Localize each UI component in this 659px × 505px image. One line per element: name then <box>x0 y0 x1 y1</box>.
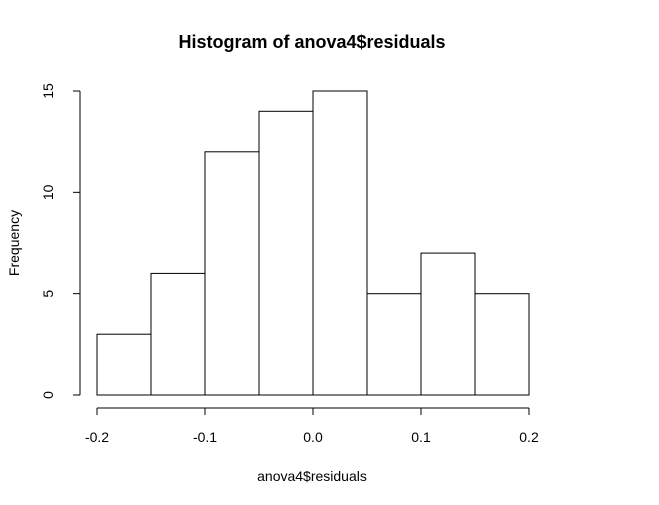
y-axis-label: Frequency <box>6 210 22 276</box>
histogram-bars <box>96 90 530 396</box>
histogram-bar <box>258 110 314 396</box>
x-tick-label: 0.1 <box>411 429 431 445</box>
histogram-bar <box>312 90 368 396</box>
histogram-bar <box>366 293 422 396</box>
y-axis: 0 5 10 15 <box>40 83 81 399</box>
x-tick-label: -0.1 <box>193 429 217 445</box>
histogram-bar <box>204 151 260 396</box>
y-tick-label: 5 <box>40 290 56 298</box>
x-axis: -0.2 -0.1 0.0 0.1 0.2 <box>85 407 539 445</box>
y-tick-label: 0 <box>40 391 56 399</box>
x-tick-label: 0.2 <box>519 429 539 445</box>
x-tick-label: 0.0 <box>303 429 323 445</box>
histogram-bar <box>474 293 530 396</box>
histogram-bar <box>150 272 206 396</box>
histogram-bar <box>420 252 476 396</box>
x-tick-label: -0.2 <box>85 429 109 445</box>
chart-title: Histogram of anova4$residuals <box>178 32 445 52</box>
histogram-bar <box>96 333 152 396</box>
y-tick-label: 15 <box>40 83 56 99</box>
y-tick-label: 10 <box>40 184 56 200</box>
x-axis-label: anova4$residuals <box>257 468 367 484</box>
